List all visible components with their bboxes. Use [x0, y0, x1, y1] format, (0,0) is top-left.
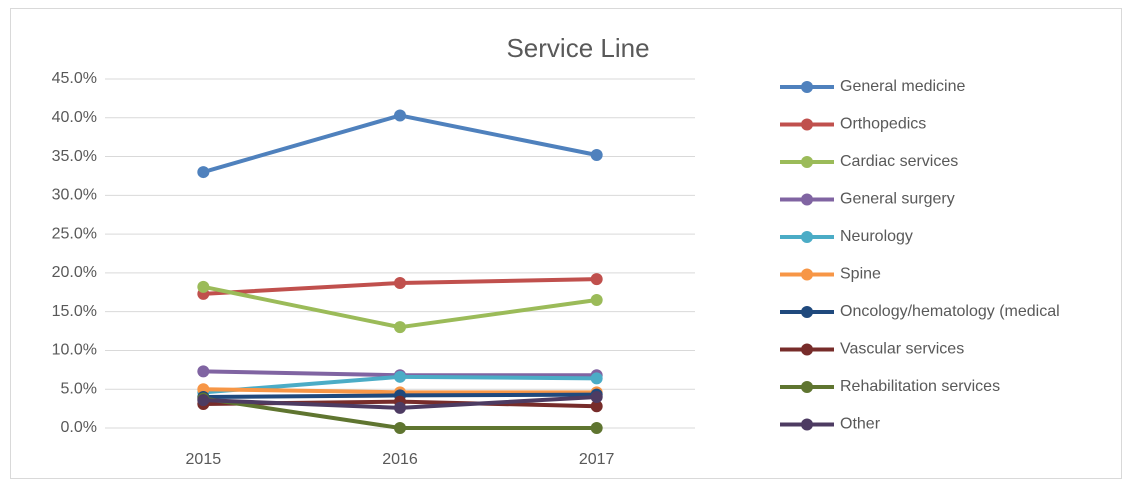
data-point — [197, 365, 210, 378]
data-point — [197, 280, 210, 293]
y-tick-label: 15.0% — [52, 303, 97, 320]
y-tick-label: 35.0% — [52, 148, 97, 165]
data-point — [590, 422, 603, 434]
legend-label: Spine — [840, 266, 881, 283]
data-point — [394, 276, 406, 289]
x-tick-label: 2015 — [186, 451, 222, 468]
legend-marker — [801, 193, 813, 206]
legend-marker — [801, 156, 813, 168]
legend-marker — [801, 418, 813, 431]
data-point — [394, 109, 406, 122]
legend-label: Other — [840, 416, 881, 433]
legend-label: General surgery — [840, 191, 955, 208]
legend-label: Vascular services — [840, 341, 964, 358]
y-tick-label: 20.0% — [52, 264, 97, 281]
data-point — [590, 400, 603, 413]
y-tick-label: 0.0% — [61, 419, 97, 436]
y-tick-label: 25.0% — [52, 225, 97, 242]
data-point — [590, 390, 603, 403]
data-point — [590, 149, 603, 162]
legend-label: Neurology — [840, 228, 913, 245]
legend-marker — [801, 381, 813, 393]
y-tick-label: 40.0% — [52, 109, 97, 126]
legend-marker — [801, 231, 813, 243]
legend-marker — [801, 306, 813, 318]
legend-label: Orthopedics — [840, 116, 926, 133]
legend-label: Oncology/hematology (medical — [840, 303, 1060, 320]
data-point — [394, 321, 406, 334]
y-tick-label: 10.0% — [52, 342, 97, 359]
legend-marker — [801, 268, 813, 281]
data-point — [590, 273, 603, 286]
chart-title: Service Line — [506, 33, 649, 63]
legend-marker — [801, 343, 813, 356]
data-point — [394, 422, 406, 434]
legend-label: Cardiac services — [840, 153, 958, 170]
y-tick-label: 5.0% — [61, 380, 97, 397]
x-tick-label: 2016 — [382, 451, 418, 468]
legend-marker — [801, 118, 813, 131]
legend-marker — [801, 81, 813, 93]
legend-label: Rehabilitation services — [840, 378, 1000, 395]
data-point — [394, 370, 406, 383]
data-point — [590, 372, 603, 385]
legend-label: General medicine — [840, 78, 966, 95]
data-point — [197, 166, 210, 179]
x-tick-label: 2017 — [579, 451, 615, 468]
data-point — [197, 394, 210, 407]
y-tick-label: 45.0% — [52, 70, 97, 87]
data-point — [590, 294, 603, 307]
y-tick-label: 30.0% — [52, 187, 97, 204]
data-point — [394, 401, 406, 414]
